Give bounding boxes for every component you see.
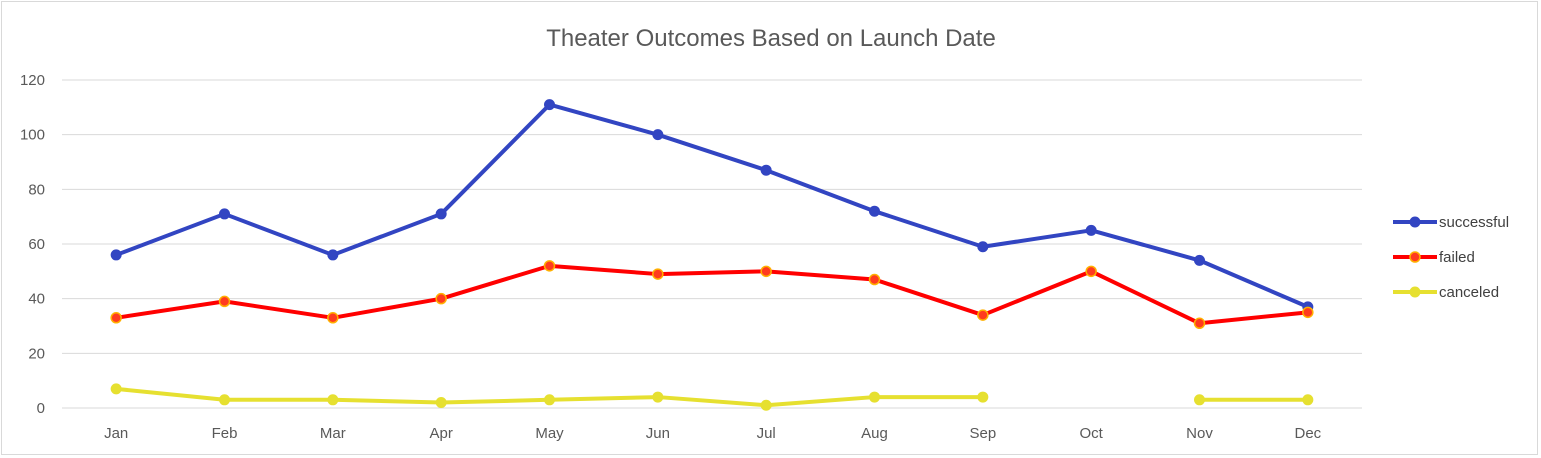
y-tick-label: 20: [28, 345, 45, 362]
data-point-canceled: [435, 397, 447, 409]
y-tick-label: 60: [28, 236, 45, 253]
y-tick-label: 0: [37, 400, 45, 417]
y-tick-label: 80: [28, 181, 45, 198]
x-tick-label: Nov: [1186, 425, 1213, 442]
data-point-canceled: [110, 383, 122, 395]
data-point-failed: [1085, 265, 1097, 278]
data-point-canceled: [977, 391, 989, 403]
data-point-canceled: [1302, 394, 1314, 406]
legend-marker: [1409, 251, 1421, 263]
series-failed: [110, 260, 1314, 330]
legend-item-canceled: canceled: [1393, 284, 1499, 301]
y-tick-label: 120: [20, 72, 45, 89]
legend-marker: [1409, 216, 1421, 228]
data-point-canceled: [544, 394, 555, 406]
data-point-successful: [219, 208, 230, 220]
data-point-canceled: [869, 391, 880, 403]
data-point-canceled: [219, 394, 230, 406]
chart-title: Theater Outcomes Based on Launch Date: [546, 25, 996, 52]
series-canceled: [110, 383, 1314, 411]
data-point-canceled: [1194, 394, 1205, 406]
data-point-failed: [1193, 317, 1206, 330]
data-point-failed: [543, 260, 556, 272]
legend-item-successful: successful: [1393, 214, 1509, 231]
data-point-failed: [435, 292, 447, 305]
x-tick-label: Mar: [320, 425, 346, 442]
x-tick-label: Dec: [1294, 425, 1321, 442]
data-point-failed: [868, 273, 881, 286]
x-tick-label: Feb: [212, 425, 238, 442]
data-point-canceled: [327, 394, 339, 406]
data-point-successful: [652, 129, 664, 141]
data-point-successful: [760, 164, 772, 176]
legend-marker: [1409, 286, 1421, 298]
data-point-successful: [327, 249, 339, 261]
data-point-failed: [327, 312, 339, 324]
gridlines: [62, 79, 1362, 409]
x-tick-label: Sep: [969, 425, 996, 442]
series-line-successful: [114, 102, 1310, 309]
x-tick-label: Jul: [757, 425, 776, 442]
data-point-successful: [435, 208, 447, 220]
x-tick-label: Aug: [861, 425, 888, 442]
series-line-failed: [114, 263, 1310, 326]
data-point-successful: [869, 205, 880, 217]
legend-label: canceled: [1439, 284, 1499, 301]
data-point-successful: [110, 249, 122, 261]
data-point-successful: [977, 241, 989, 253]
x-tick-label: Apr: [429, 425, 452, 442]
legend-item-failed: failed: [1393, 249, 1475, 266]
y-tick-label: 100: [20, 127, 45, 144]
x-tick-label: Jun: [646, 425, 670, 442]
data-point-failed: [977, 309, 989, 321]
data-point-failed: [652, 268, 664, 280]
legend: successful failed canceled: [1393, 214, 1509, 301]
data-point-canceled: [652, 391, 664, 403]
data-point-canceled: [760, 399, 772, 411]
data-point-successful: [1194, 254, 1205, 266]
series-successful: [110, 99, 1314, 313]
x-tick-label: Jan: [104, 425, 128, 442]
y-tick-label: 40: [28, 291, 45, 308]
data-point-failed: [1302, 306, 1314, 319]
legend-label: successful: [1439, 214, 1509, 231]
series-lines: [110, 99, 1314, 411]
x-tick-label: May: [535, 425, 564, 442]
y-axis-ticks: 0 20 40 60 80 100 120: [20, 72, 45, 417]
data-point-successful: [544, 99, 555, 111]
data-point-failed: [760, 265, 772, 278]
data-point-failed: [110, 312, 122, 324]
data-point-successful: [1085, 224, 1097, 236]
x-tick-label: Oct: [1079, 425, 1103, 442]
data-point-failed: [218, 295, 231, 308]
x-axis-ticks: Jan Feb Mar Apr May Jun Jul Aug Sep Oct Nov Dec: [104, 425, 1322, 442]
legend-label: failed: [1439, 249, 1475, 266]
